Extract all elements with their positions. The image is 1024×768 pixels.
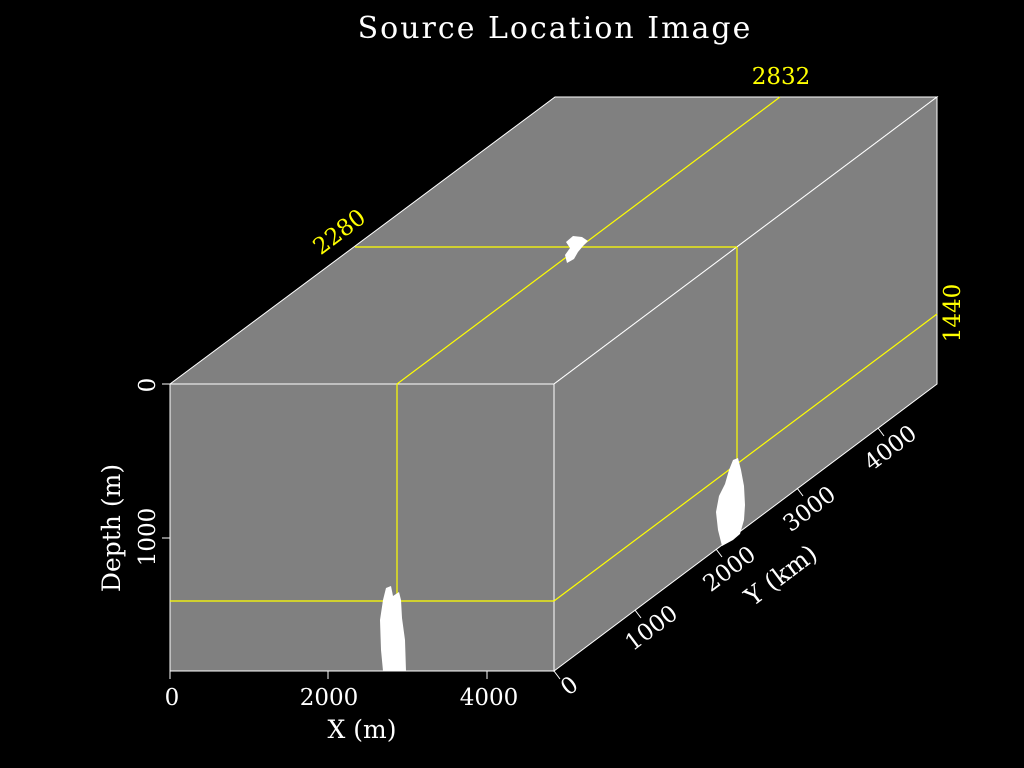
depth-axis [162,383,170,539]
depth-axis-label: Depth (m) [97,464,126,592]
depth-tick-1000: 1000 [135,508,161,567]
depth-tick-0: 0 [135,378,161,393]
source-image-blobs [380,236,745,671]
x-slice-line-top [396,96,781,385]
x-axis-label: X (m) [328,715,397,744]
source-blob-side [716,458,745,546]
y-axis [553,427,885,680]
x-tick-4000: 4000 [460,685,519,711]
depth-slice-label: 1440 [940,284,966,343]
x-tick-0: 0 [165,685,180,711]
x-axis [169,671,488,679]
x-slice-label: 2832 [752,64,811,90]
x-tick-2000: 2000 [300,685,359,711]
front-face [169,383,555,672]
slice-lines [170,96,938,671]
y-tick-0: 0 [556,672,583,702]
source-blob-top [565,236,588,263]
depth-slice-line-side [553,313,938,602]
side-face [553,96,938,672]
figure-title: Source Location Image [358,11,753,46]
source-blob-front [380,586,406,671]
